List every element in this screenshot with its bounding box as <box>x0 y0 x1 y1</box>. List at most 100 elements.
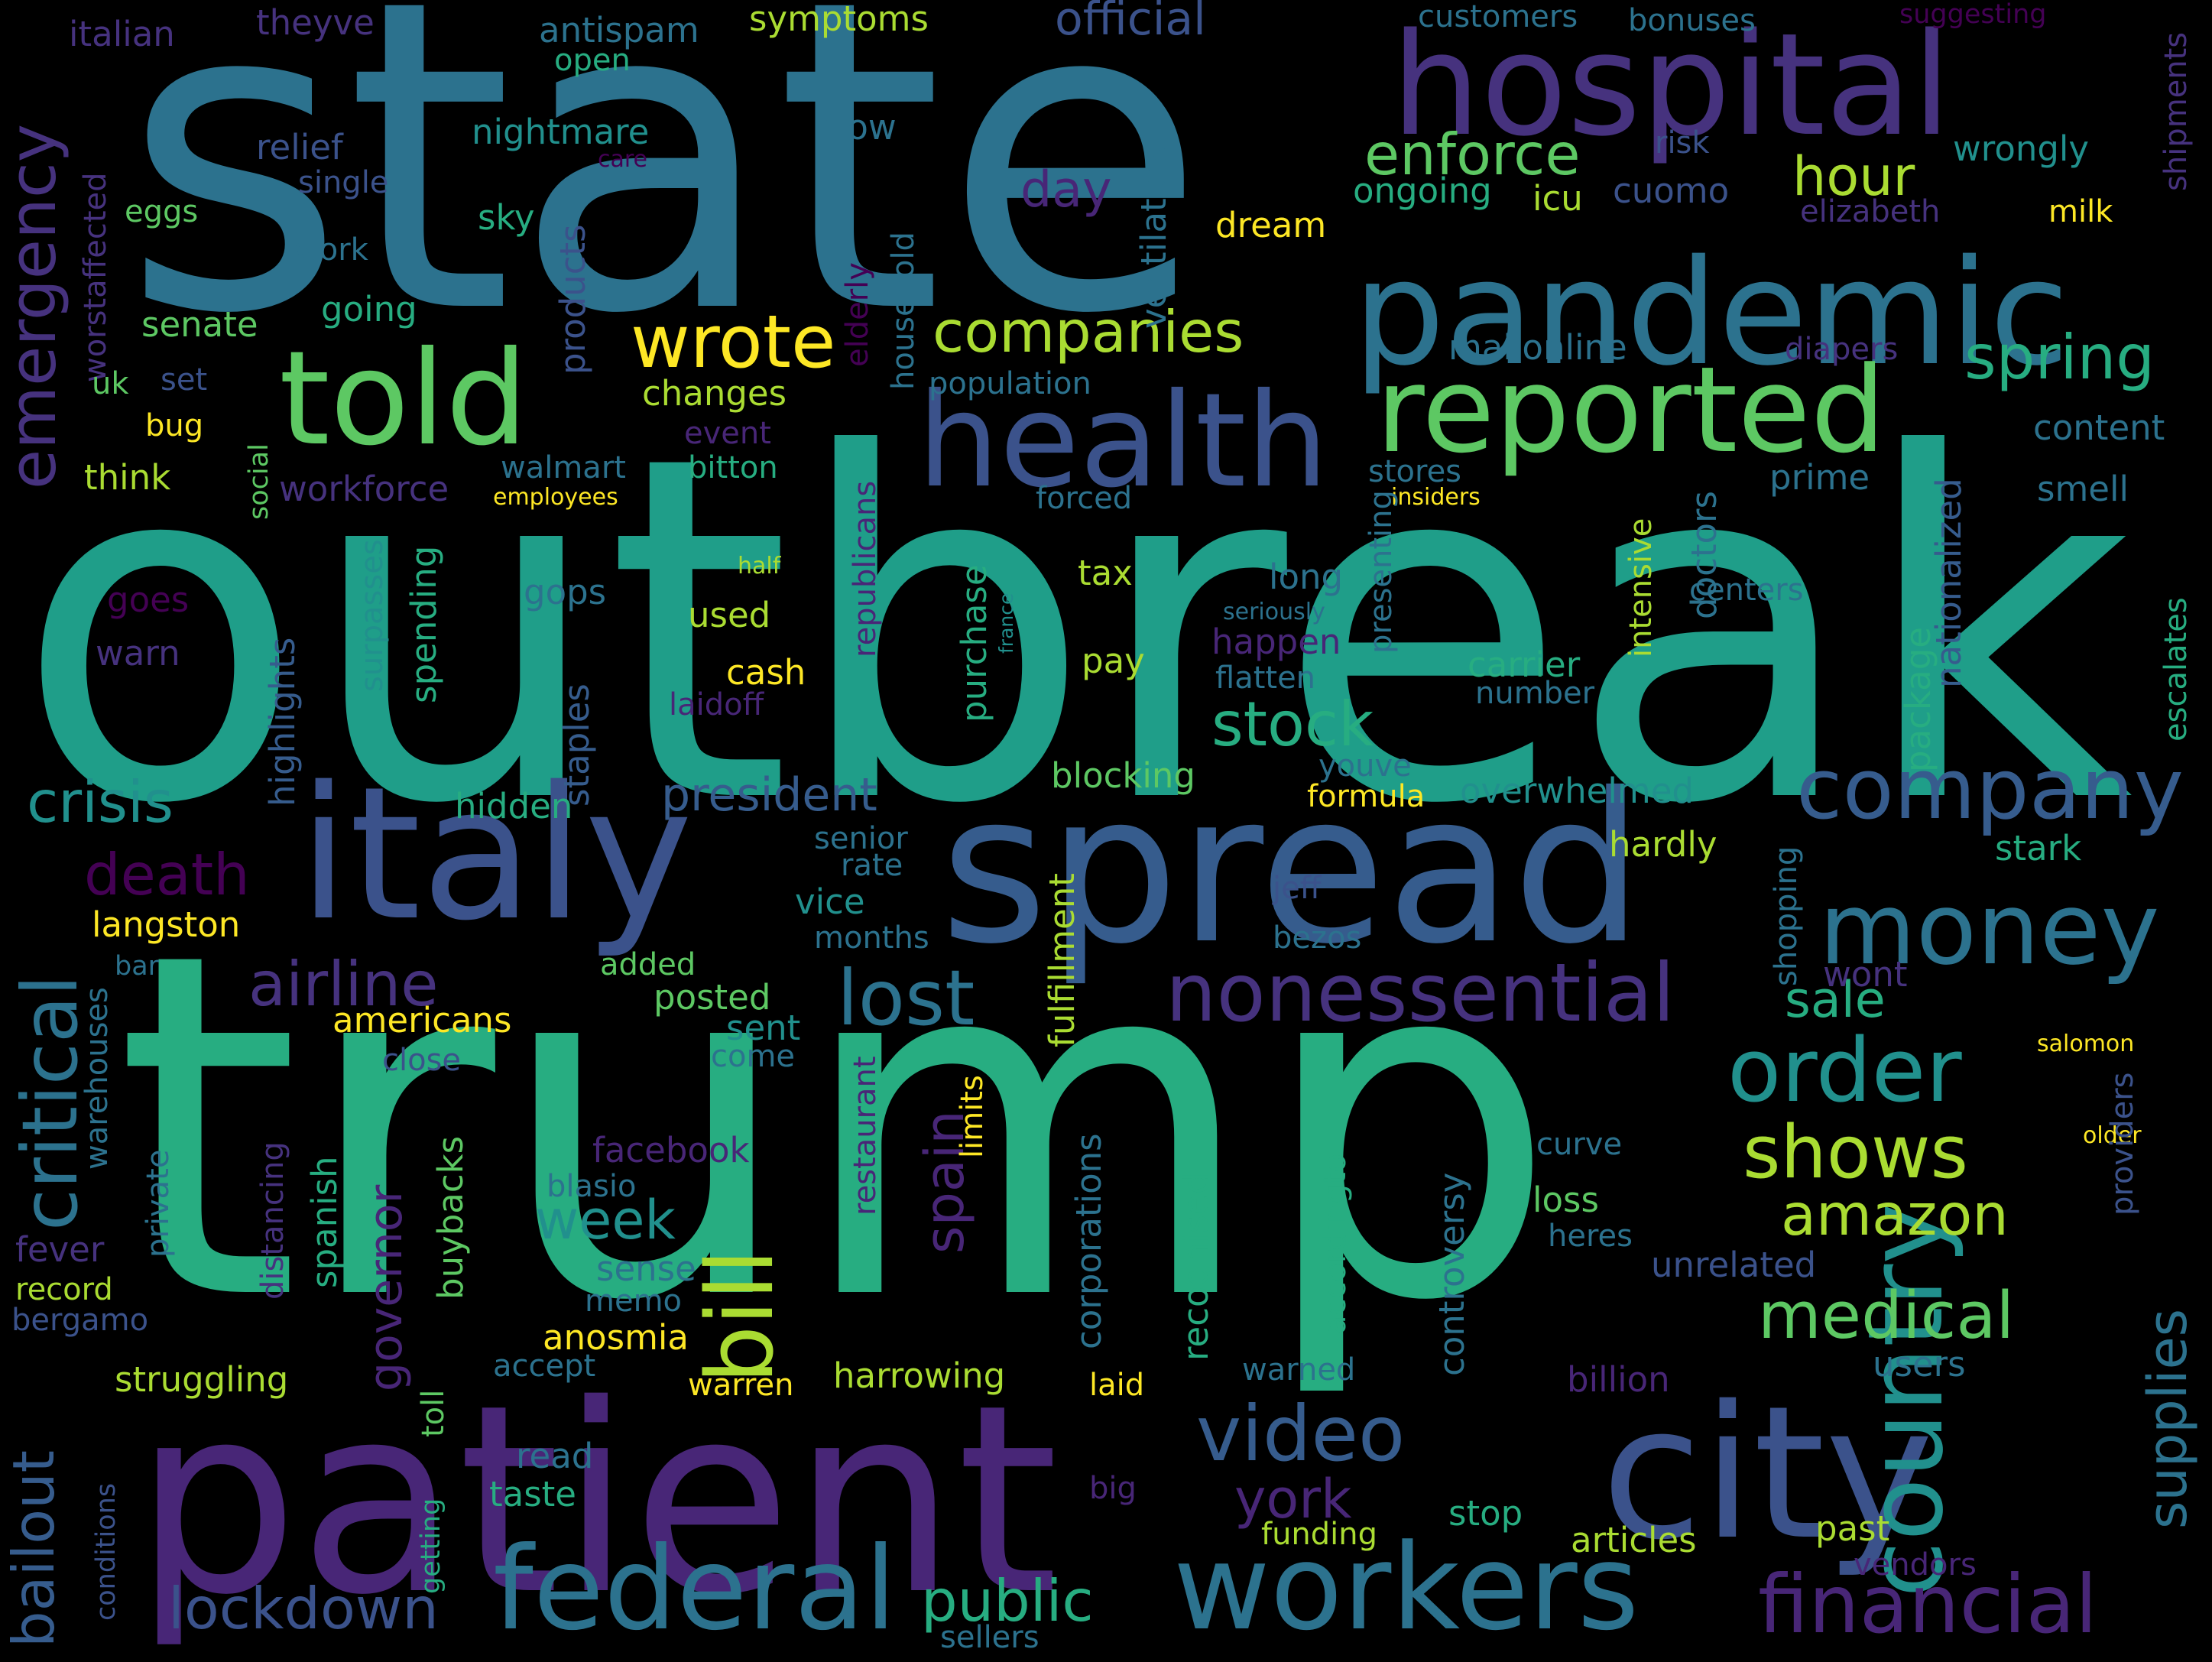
cloud-word-wrongly: wrongly <box>1953 128 2089 169</box>
cloud-word-bonuses: bonuses <box>1628 3 1756 38</box>
cloud-word-doctors: doctors <box>1684 491 1724 619</box>
cloud-word-spending: spending <box>404 546 444 703</box>
cloud-word-curve: curve <box>1536 1127 1622 1162</box>
cloud-word-funding: funding <box>1261 1517 1377 1552</box>
cloud-word-airline: airline <box>248 949 439 1020</box>
cloud-word-unrelated: unrelated <box>1651 1245 1816 1285</box>
cloud-word-video: video <box>1196 1389 1405 1479</box>
cloud-word-articles: articles <box>1571 1520 1697 1560</box>
cloud-word-risk: risk <box>1655 125 1710 161</box>
cloud-word-seriously: seriously <box>1223 599 1325 625</box>
cloud-word-products: products <box>553 224 593 375</box>
cloud-word-lockdown: lockdown <box>168 1575 439 1642</box>
cloud-word-relief: relief <box>256 127 344 167</box>
cloud-word-walmart: walmart <box>501 450 626 485</box>
cloud-word-social: social <box>244 443 274 520</box>
cloud-word-milk: milk <box>2048 194 2113 229</box>
cloud-word-distancing: distancing <box>255 1141 290 1300</box>
cloud-word-hardly: hardly <box>1609 824 1717 865</box>
cloud-word-patient: patient <box>134 1349 1059 1652</box>
cloud-word-long: long <box>1269 557 1343 597</box>
cloud-word-country: country <box>1846 1203 1966 1598</box>
cloud-word-mailonline: mailonline <box>1448 327 1627 368</box>
cloud-word-sale: sale <box>1785 972 1886 1029</box>
cloud-word-company: company <box>1796 740 2184 838</box>
cloud-word-fever: fever <box>15 1229 105 1270</box>
cloud-word-care: care <box>598 146 647 173</box>
cloud-word-hospital: hospital <box>1391 2 1951 167</box>
cloud-word-formula: formula <box>1307 779 1425 814</box>
cloud-word-elizabeth: elizabeth <box>1800 194 1940 229</box>
cloud-word-highlights: highlights <box>262 638 303 807</box>
cloud-word-senate: senate <box>141 304 258 345</box>
cloud-word-workers: workers <box>1173 1518 1639 1657</box>
cloud-word-employees: employees <box>493 484 618 511</box>
cloud-word-customers: customers <box>1418 0 1578 34</box>
cloud-word-amazon: amazon <box>1781 1181 2009 1248</box>
cloud-word-state: state <box>122 0 1207 407</box>
cloud-word-federal: federal <box>493 1523 897 1656</box>
cloud-word-nightmare: nightmare <box>472 112 649 152</box>
cloud-word-providers: providers <box>2105 1073 2140 1216</box>
cloud-word-cash: cash <box>726 652 806 693</box>
cloud-word-centers: centers <box>1689 573 1804 608</box>
cloud-word-corporations: corporations <box>1069 1133 1109 1349</box>
cloud-word-prime: prime <box>1769 457 1870 498</box>
cloud-word-getting: getting <box>416 1498 446 1594</box>
cloud-word-going: going <box>321 289 417 329</box>
cloud-word-worstaffected: worstaffected <box>78 172 113 382</box>
cloud-word-reported: reported <box>1376 341 1886 479</box>
cloud-word-stores: stores <box>1368 454 1461 489</box>
cloud-word-shows: shows <box>1743 1111 1968 1195</box>
cloud-word-pandemic: pandemic <box>1353 229 2069 398</box>
cloud-word-surpasses: surpasses <box>355 539 390 692</box>
cloud-word-restaurant: restaurant <box>848 1056 883 1216</box>
cloud-word-youve: youve <box>1318 748 1412 784</box>
cloud-word-ventilators: ventilators <box>1134 145 1174 329</box>
cloud-word-financial: financial <box>1758 1558 2097 1651</box>
cloud-word-spain: spain <box>913 1110 976 1254</box>
cloud-word-senior: senior <box>814 821 908 856</box>
cloud-word-record: record <box>15 1272 113 1307</box>
cloud-word-york: york <box>1234 1468 1352 1531</box>
cloud-word-sellers: sellers <box>940 1620 1040 1655</box>
cloud-word-bergamo: bergamo <box>11 1303 148 1338</box>
cloud-word-tax: tax <box>1078 553 1133 593</box>
cloud-word-package: package <box>1898 627 1938 772</box>
cloud-word-smell: smell <box>2037 469 2129 509</box>
cloud-word-theyve: theyve <box>256 2 375 43</box>
cloud-word-crisis: crisis <box>27 768 174 836</box>
cloud-word-week: week <box>535 1189 676 1251</box>
cloud-word-bailout: bailout <box>0 1450 67 1647</box>
cloud-word-event: event <box>684 416 771 451</box>
cloud-word-past: past <box>1815 1508 1889 1549</box>
cloud-word-flatten: flatten <box>1215 661 1315 696</box>
cloud-word-taste: taste <box>489 1474 576 1514</box>
cloud-word-critical: critical <box>5 975 95 1231</box>
cloud-word-italy: italy <box>298 747 693 961</box>
cloud-word-death: death <box>84 841 250 908</box>
cloud-word-sky: sky <box>478 197 535 238</box>
cloud-word-number: number <box>1475 676 1595 711</box>
cloud-word-governor: governor <box>359 1184 413 1391</box>
cloud-word-antispam: antispam <box>539 10 699 50</box>
cloud-word-harrowing: harrowing <box>833 1355 1005 1396</box>
cloud-word-italian: italian <box>69 14 175 54</box>
cloud-word-struggling: struggling <box>115 1359 288 1400</box>
cloud-word-nationalized: nationalized <box>1928 478 1969 688</box>
cloud-word-americans: americans <box>332 1000 511 1040</box>
cloud-word-hidden: hidden <box>455 786 572 826</box>
cloud-word-big: big <box>1089 1471 1137 1506</box>
cloud-word-think: think <box>84 457 170 498</box>
cloud-word-staples: staples <box>556 683 597 807</box>
cloud-word-salomon: salomon <box>2037 1031 2134 1057</box>
cloud-word-users: users <box>1873 1344 1966 1384</box>
cloud-word-icu: icu <box>1533 178 1583 219</box>
cloud-word-supplies: supplies <box>2136 1309 2199 1529</box>
cloud-word-intensive: intensive <box>1623 518 1659 657</box>
cloud-word-jeff: jeff <box>1272 871 1322 906</box>
cloud-word-work: work <box>294 232 369 268</box>
cloud-word-bar: bar <box>115 951 160 982</box>
cloud-word-loss: loss <box>1533 1180 1599 1220</box>
